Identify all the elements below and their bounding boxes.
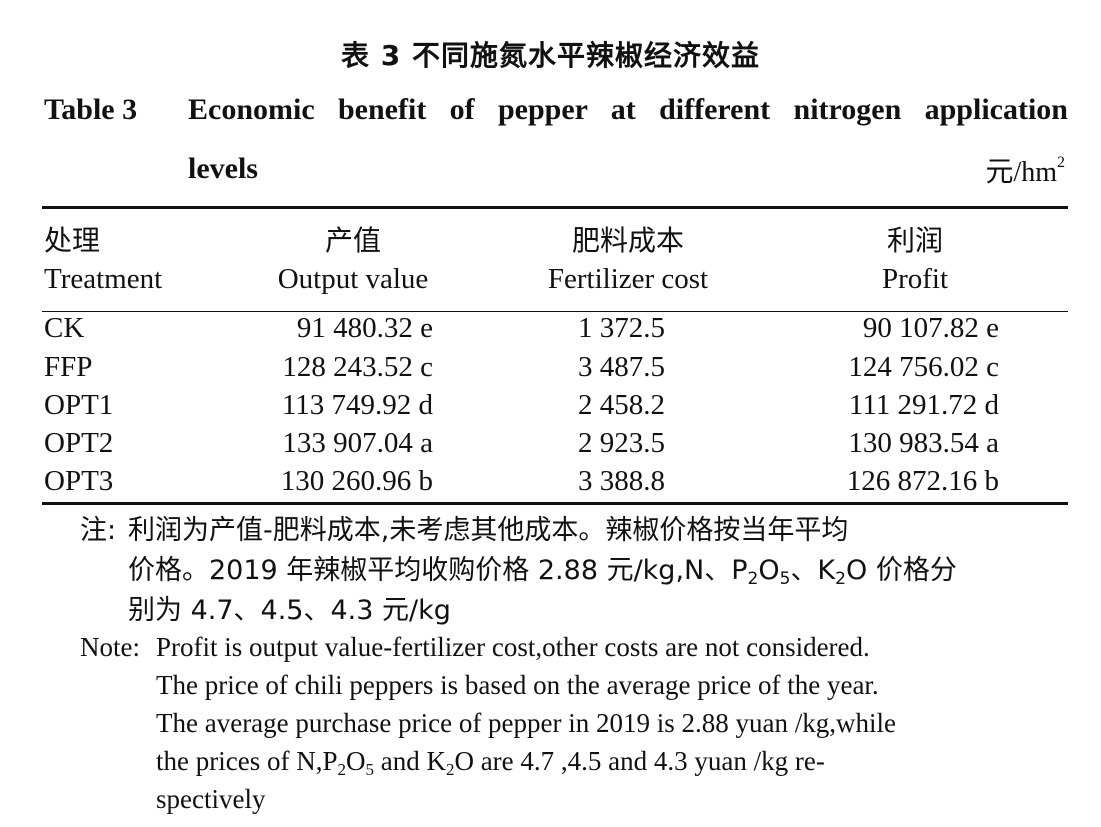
cell-profit: 111 291.72 d xyxy=(848,389,999,421)
cell-profit: 124 756.02 c xyxy=(848,351,999,383)
cell-profit: 130 983.54 a xyxy=(848,427,999,459)
note-chinese-line3: 别为 4.7、4.5、4.3 元/kg xyxy=(128,595,451,626)
cell-cost: 2 458.2 xyxy=(578,389,665,421)
note-chinese-line2: 价格。2019 年辣椒平均收购价格 2.88 元/kg,N、P2O5、K2O 价… xyxy=(128,555,957,589)
note-english-line2: The price of chili peppers is based on t… xyxy=(156,670,879,700)
cell-treatment: FFP xyxy=(44,351,93,383)
table-row: OPT2 133 907.04 a 2 923.5 130 983.54 a xyxy=(0,427,1101,465)
note-english-line1: Profit is output value-fertilizer cost,o… xyxy=(156,632,870,662)
cell-cost: 3 388.8 xyxy=(578,465,665,497)
note-english-line3: The average purchase price of pepper in … xyxy=(156,708,896,738)
header-fertilizer-cost: 肥料成本 Fertilizer cost xyxy=(547,224,709,295)
table-title-english-line2: levels xyxy=(188,152,258,185)
header-treatment: 处理 Treatment xyxy=(44,224,163,295)
unit-superscript: 2 xyxy=(1057,153,1065,171)
note-english-line5: spectively xyxy=(156,784,266,814)
note-english-label: Note: xyxy=(80,632,140,662)
note-english-line4: the prices of N,P2O5 and K2O are 4.7 ,4.… xyxy=(156,746,825,779)
cell-output: 91 480.32 e xyxy=(296,312,433,344)
table-row: OPT3 130 260.96 b 3 388.8 126 872.16 b xyxy=(0,465,1101,503)
cell-output: 113 749.92 d xyxy=(281,389,433,421)
cell-output: 128 243.52 c xyxy=(282,351,433,383)
bottom-rule xyxy=(42,502,1068,505)
table-row: CK 91 480.32 e 1 372.5 90 107.82 e xyxy=(0,312,1101,350)
header-profit: 利润 Profit xyxy=(881,224,949,295)
cell-profit: 90 107.82 e xyxy=(862,312,999,344)
note-chinese-label: 注: xyxy=(80,515,117,546)
cell-output: 130 260.96 b xyxy=(280,465,433,497)
table-title-chinese: 表 3 不同施氮水平辣椒经济效益 xyxy=(341,39,760,72)
cell-output: 133 907.04 a xyxy=(282,427,433,459)
table-label-english: Table 3 xyxy=(44,93,138,126)
cell-cost: 3 487.5 xyxy=(578,351,665,383)
table-title-english-line1: Economic benefit of pepper at different … xyxy=(188,93,1068,126)
cell-cost: 1 372.5 xyxy=(578,312,665,344)
table-row: FFP 128 243.52 c 3 487.5 124 756.02 c xyxy=(0,351,1101,389)
cell-profit: 126 872.16 b xyxy=(846,465,999,497)
cell-cost: 2 923.5 xyxy=(578,427,665,459)
table-row: OPT1 113 749.92 d 2 458.2 111 291.72 d xyxy=(0,389,1101,427)
header-rule xyxy=(42,311,1068,312)
cell-treatment: OPT2 xyxy=(44,427,114,459)
unit-label: 元/hm2 xyxy=(985,153,1065,188)
top-rule xyxy=(42,206,1068,209)
cell-treatment: OPT3 xyxy=(44,465,114,497)
note-chinese-line1: 利润为产值-肥料成本,未考虑其他成本。辣椒价格按当年平均 xyxy=(128,515,849,546)
cell-treatment: CK xyxy=(44,312,85,344)
cell-treatment: OPT1 xyxy=(44,389,114,421)
header-output-value: 产值 Output value xyxy=(277,224,429,295)
